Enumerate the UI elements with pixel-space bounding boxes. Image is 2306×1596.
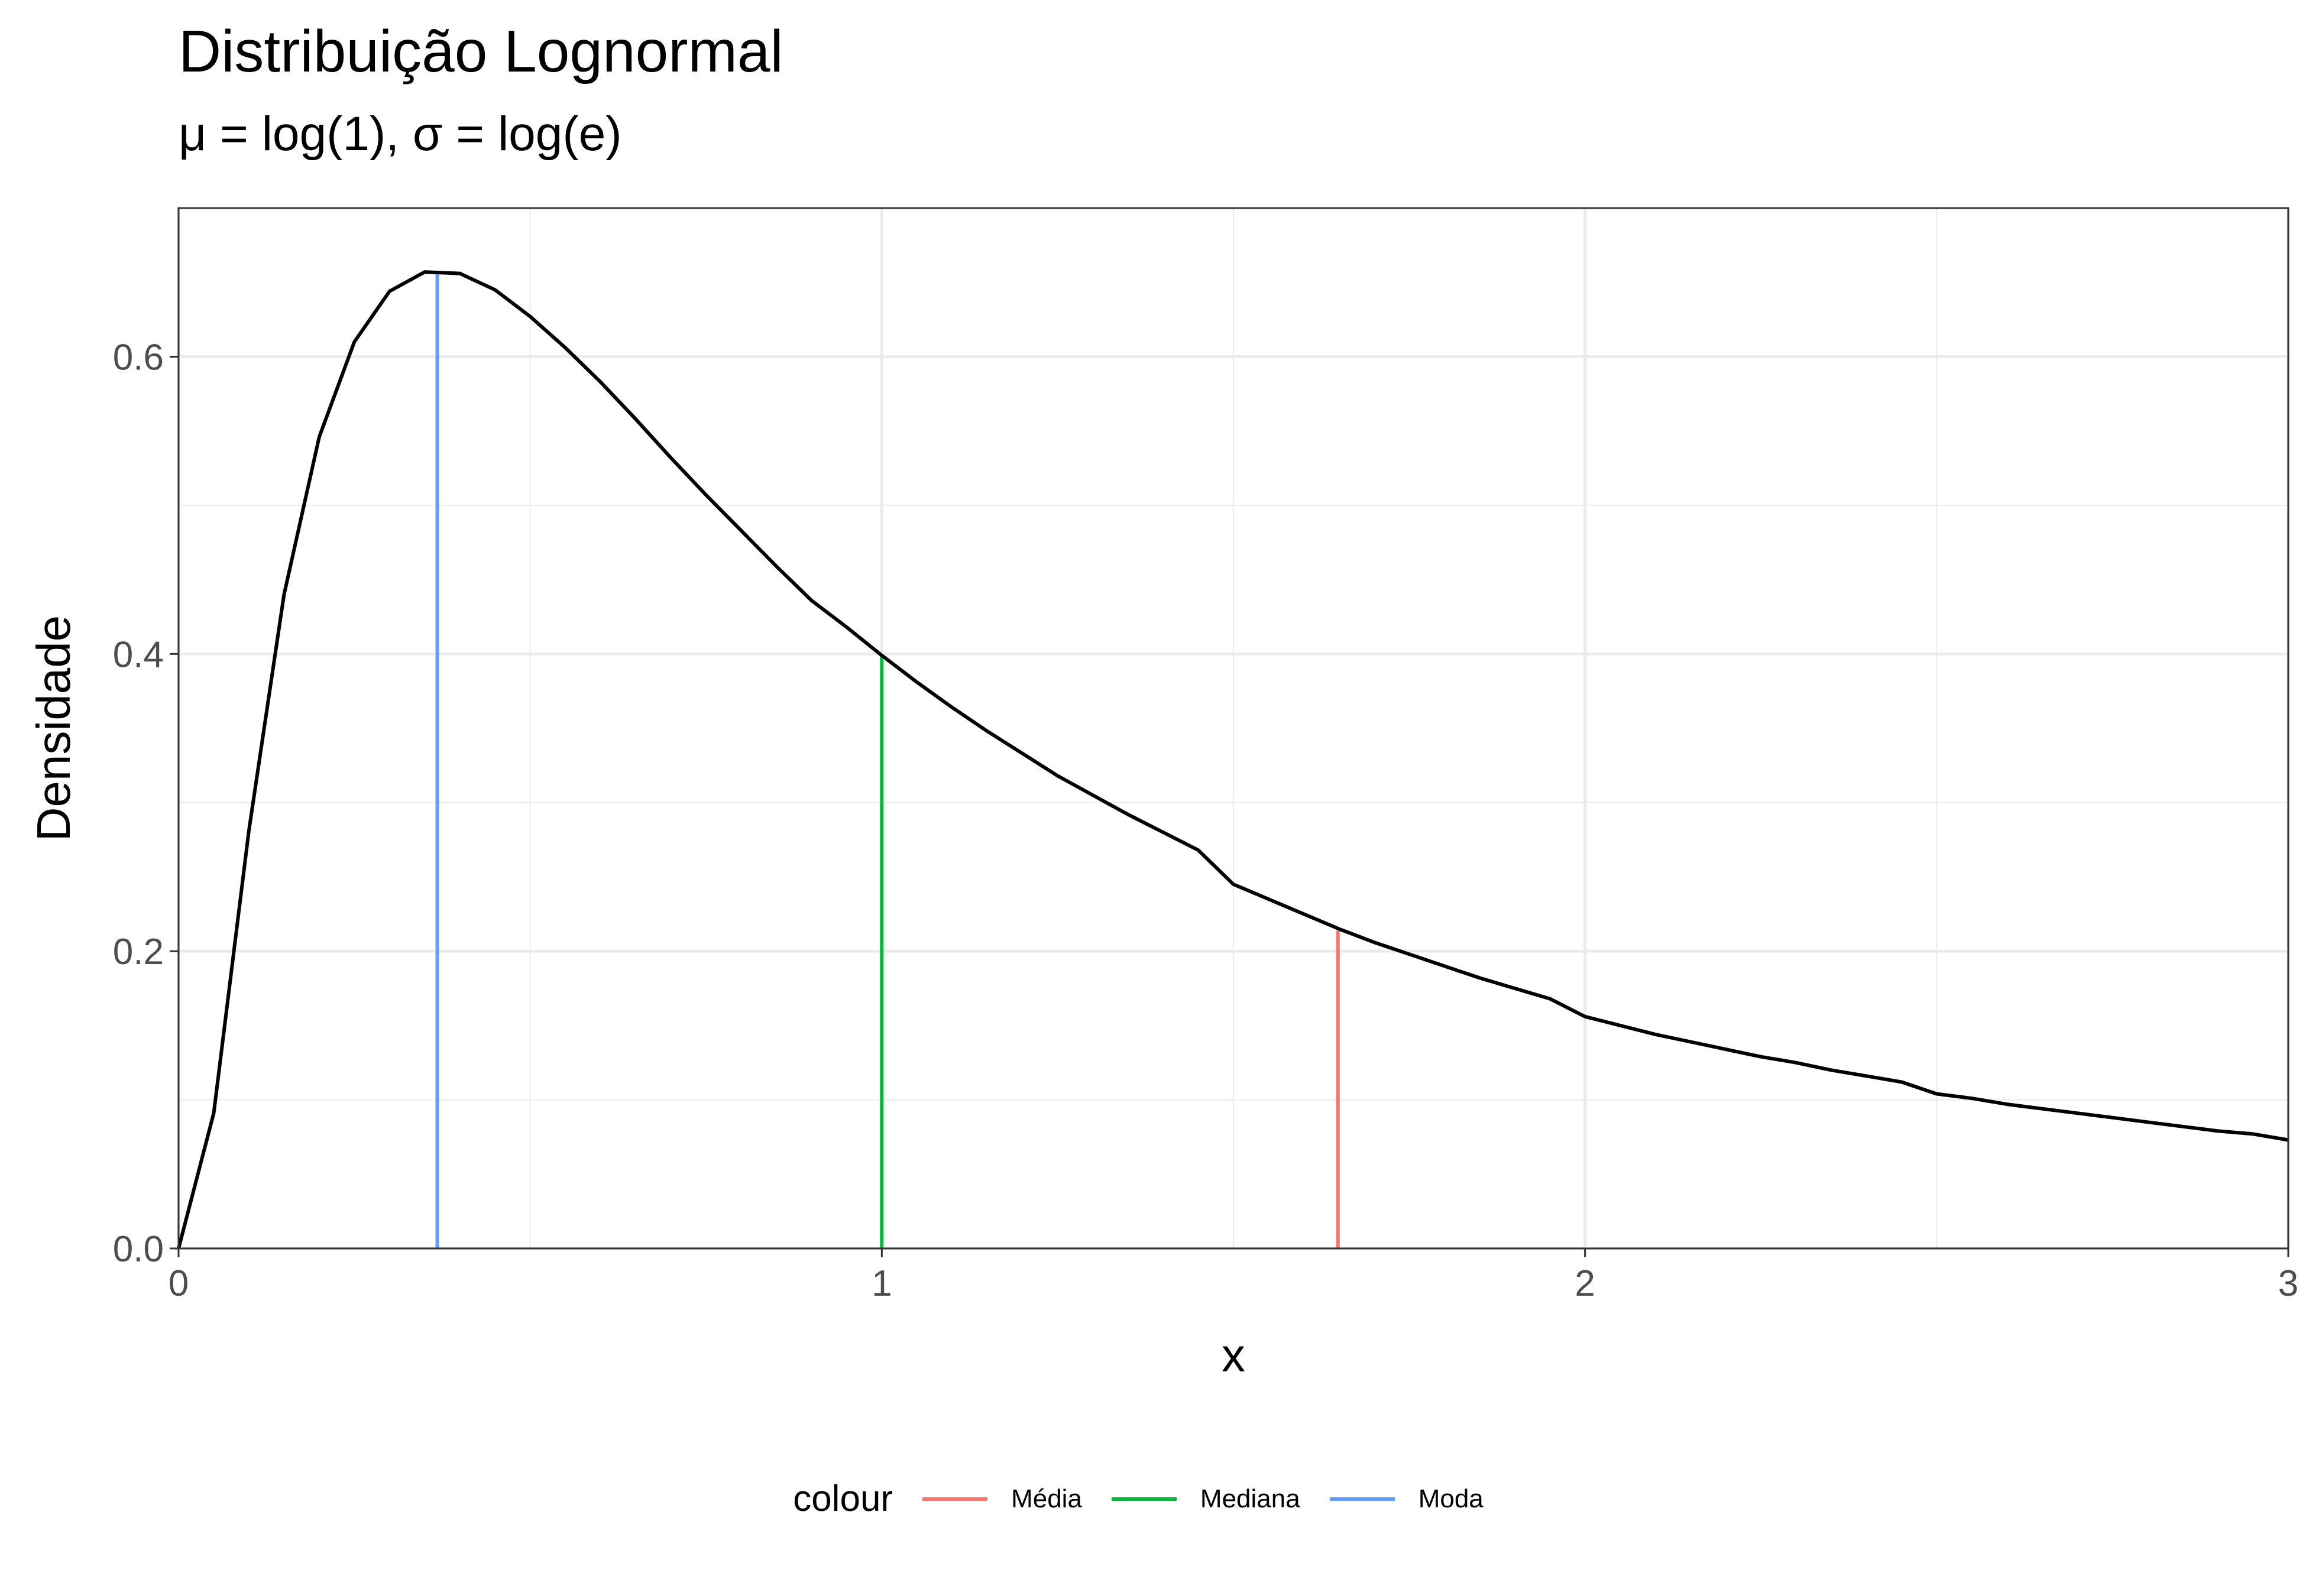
x-tick-label: 0	[169, 1263, 189, 1304]
panel-border	[177, 207, 2289, 1250]
chart-title: Distribuição Lognormal	[179, 18, 783, 85]
x-tick-label: 1	[872, 1263, 892, 1304]
y-tick-label: 0.6	[113, 337, 164, 378]
legend-item: Moda	[1329, 1484, 1484, 1514]
chart-subtitle: μ = log(1), σ = log(e)	[179, 107, 622, 161]
density-curve	[177, 270, 2289, 1249]
legend-label: Mediana	[1200, 1484, 1300, 1513]
legend-swatch	[922, 1497, 988, 1501]
legend: colour Média Mediana Moda	[0, 1478, 2306, 1520]
legend-item: Média	[922, 1484, 1082, 1514]
legend-title: colour	[793, 1478, 893, 1519]
legend-label: Média	[1011, 1484, 1082, 1513]
x-axis-title: x	[1222, 1329, 1245, 1381]
y-tick-label: 0.0	[113, 1229, 164, 1270]
legend-swatch	[1329, 1497, 1395, 1501]
x-tick-label: 3	[2278, 1263, 2298, 1304]
ticks: 0 1 2 3 0.0 0.2 0.4 0.6	[113, 337, 2298, 1304]
marker-lines	[435, 271, 1340, 1248]
legend-item: Mediana	[1111, 1484, 1300, 1514]
y-tick-label: 0.4	[113, 634, 164, 675]
density-curve-group	[177, 270, 2289, 1249]
y-axis-title: Densidade	[27, 615, 80, 842]
legend-swatch	[1111, 1497, 1177, 1501]
grid	[177, 208, 2290, 1250]
y-tick-label: 0.2	[113, 932, 164, 972]
legend-label: Moda	[1418, 1484, 1484, 1513]
x-tick-label: 2	[1575, 1263, 1595, 1304]
